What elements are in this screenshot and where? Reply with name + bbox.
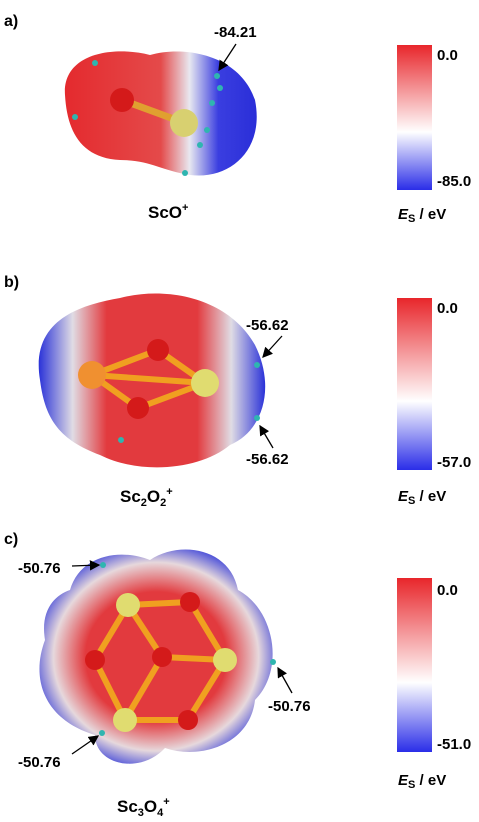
colorbar: [397, 45, 432, 190]
annotation: -84.21: [214, 24, 257, 41]
formula-base: O: [144, 797, 157, 816]
panel-label: a): [4, 13, 18, 30]
unit: / eV: [415, 772, 446, 789]
formula: ScO+: [148, 202, 188, 223]
atom-sc: [170, 109, 198, 137]
colorbar-label: ES / eV: [398, 206, 446, 225]
annotation: -50.76: [268, 698, 311, 715]
subscript: S: [408, 495, 415, 507]
formula-sub: 2: [160, 497, 166, 509]
formula-sup: +: [163, 796, 169, 808]
arrow: [278, 668, 292, 693]
colorbar-min: -57.0: [437, 454, 471, 471]
atom-o: [147, 339, 169, 361]
atom-sc: [78, 361, 106, 389]
atom-o: [127, 397, 149, 419]
unit: / eV: [415, 488, 446, 505]
subscript: S: [408, 779, 415, 791]
colorbar-min: -51.0: [437, 736, 471, 753]
arrow: [260, 426, 273, 448]
annotation: -56.62: [246, 451, 289, 468]
figure: a) -84.21 ScO+ 0.0 -85.0 ES / eV b) -56.…: [0, 0, 479, 822]
atom-sc: [191, 369, 219, 397]
panel-c: c) -50.76 -50.76 -50.76 Sc3O4+ 0.0 -51.0…: [4, 531, 471, 819]
annotation: -50.76: [18, 560, 61, 577]
unit: / eV: [415, 206, 446, 223]
atom-o: [110, 88, 134, 112]
colorbar-max: 0.0: [437, 47, 458, 64]
formula-base: ScO: [148, 203, 182, 222]
panel-label: b): [4, 274, 19, 291]
colorbar: [397, 578, 432, 752]
formula: Sc3O4+: [117, 796, 170, 819]
panel-a: a) -84.21 ScO+ 0.0 -85.0 ES / eV: [4, 13, 471, 225]
colorbar-label: ES / eV: [398, 488, 446, 507]
formula: Sc2O2+: [120, 486, 173, 509]
colorbar: [397, 298, 432, 470]
formula-sub: 4: [157, 807, 164, 819]
colorbar-max: 0.0: [437, 582, 458, 599]
arrow: [72, 736, 98, 754]
formula-sup: +: [182, 202, 188, 214]
panel-b: b) -56.62 -56.62 Sc2O2+ 0.0 -57.0 ES / e…: [4, 274, 471, 509]
colorbar-min: -85.0: [437, 173, 471, 190]
annotation: -56.62: [246, 317, 289, 334]
formula-base: O: [147, 487, 160, 506]
annotation: -50.76: [18, 754, 61, 771]
arrow: [263, 336, 282, 357]
formula-base: Sc: [120, 487, 141, 506]
formula-base: Sc: [117, 797, 138, 816]
colorbar-max: 0.0: [437, 300, 458, 317]
subscript: S: [408, 213, 415, 225]
panel-label: c): [4, 531, 18, 548]
colorbar-label: ES / eV: [398, 772, 446, 791]
formula-sup: +: [166, 486, 172, 498]
